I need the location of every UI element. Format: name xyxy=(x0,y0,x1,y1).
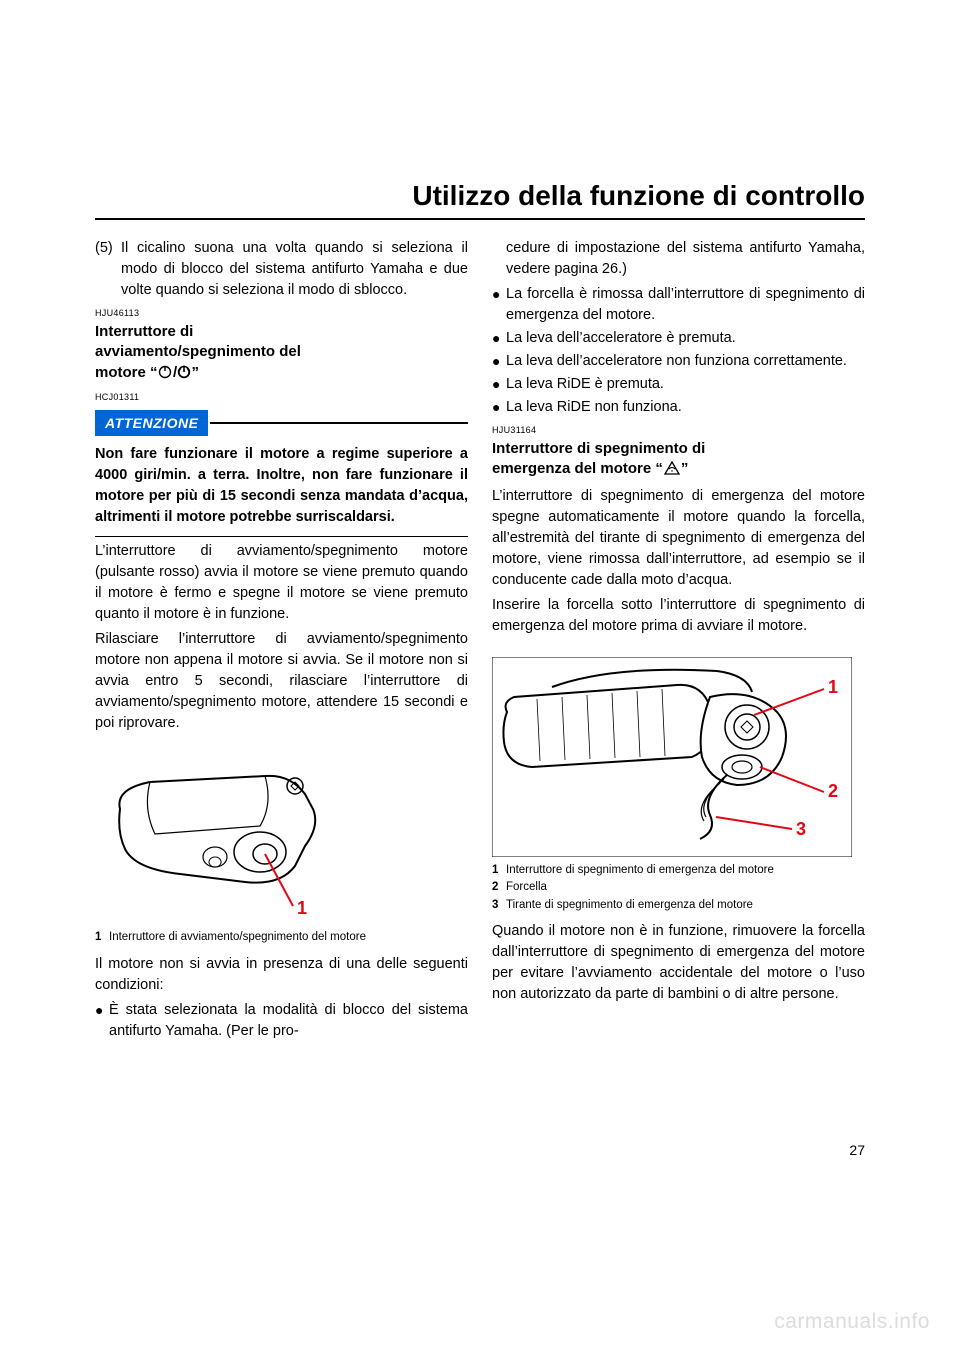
caption-number: 1 xyxy=(95,930,109,946)
bullet-continuation: cedure di impostazione del sistema antif… xyxy=(492,238,865,280)
svg-text:2: 2 xyxy=(828,781,838,801)
start-stop-icon: / xyxy=(158,365,192,385)
svg-text:/: / xyxy=(173,365,178,379)
caption-number: 1 xyxy=(492,863,506,879)
body-paragraph: L’interruttore di avviamento/spegnimento… xyxy=(95,541,468,625)
bullet-item: ● È stata selezionata la modalità di blo… xyxy=(95,1000,468,1042)
emergency-stop-icon xyxy=(663,461,681,481)
bullet-text: La forcella è rimossa dall’interruttore … xyxy=(506,284,865,326)
section-heading-emergency-stop: Interruttore di spegnimento di emergenza… xyxy=(492,439,865,482)
bullet-item: ● La leva RiDE è premuta. xyxy=(492,374,865,395)
figure-emergency-switch: 1 2 3 xyxy=(492,657,865,857)
ref-code: HJU31164 xyxy=(492,424,865,437)
bullet-item: ● La forcella è rimossa dall’interruttor… xyxy=(492,284,865,326)
heading-line-2: avviamento/spegnimento del xyxy=(95,343,301,360)
warning-paragraph: Non fare funzionare il motore a regime s… xyxy=(95,444,468,537)
attention-box: ATTENZIONE xyxy=(95,410,208,436)
body-paragraph: Quando il motore non è in funzione, rimu… xyxy=(492,921,865,1005)
heading-line-1: Interruttore di spegnimento di xyxy=(492,440,705,457)
caption-text: Forcella xyxy=(506,880,865,896)
figure-caption: 1 Interruttore di spegnimento di emergen… xyxy=(492,863,865,879)
list-item-text: Il cicalino suona una volta quando si se… xyxy=(121,238,468,301)
left-column: (5) Il cicalino suona una volta quando s… xyxy=(95,238,468,1044)
heading-line-1: Interruttore di xyxy=(95,323,193,340)
right-column: cedure di impostazione del sistema antif… xyxy=(492,238,865,1044)
page-title: Utilizzo della funzione di controllo xyxy=(95,180,865,220)
figure-caption: 3 Tirante di spegnimento di emergenza de… xyxy=(492,898,865,914)
bullet-dot: ● xyxy=(492,328,506,349)
section-heading-start-stop: Interruttore di avviamento/spegnimento d… xyxy=(95,322,468,385)
bullet-item: ● La leva RiDE non funziona. xyxy=(492,397,865,418)
caption-number: 2 xyxy=(492,880,506,896)
figure-caption: 1 Interruttore di avviamento/spegnimento… xyxy=(95,930,468,946)
heading-line-3b: ” xyxy=(192,364,200,381)
bullet-text: La leva dell’acceleratore non funziona c… xyxy=(506,351,865,372)
ref-code: HJU46113 xyxy=(95,307,468,320)
bullet-dot: ● xyxy=(95,1000,109,1042)
figure-caption: 2 Forcella xyxy=(492,880,865,896)
body-paragraph: Il motore non si avvia in presenza di un… xyxy=(95,954,468,996)
bullet-text: La leva dell’acceleratore è premuta. xyxy=(506,328,865,349)
bullet-dot: ● xyxy=(492,397,506,418)
list-item-number: (5) xyxy=(95,238,121,301)
list-item-5: (5) Il cicalino suona una volta quando s… xyxy=(95,238,468,301)
caption-text: Interruttore di avviamento/spegnimento d… xyxy=(109,930,468,946)
svg-text:3: 3 xyxy=(796,819,806,839)
attention-rule xyxy=(210,422,468,424)
caption-text: Tirante di spegnimento di emergenza del … xyxy=(506,898,865,914)
heading-line-2b: ” xyxy=(681,460,689,477)
caption-text: Interruttore di spegnimento di emergenza… xyxy=(506,863,865,879)
ref-code: HCJ01311 xyxy=(95,391,468,404)
bullet-text: La leva RiDE non funziona. xyxy=(506,397,865,418)
bullet-text: È stata selezionata la modalità di blocc… xyxy=(109,1000,468,1042)
bullet-dot: ● xyxy=(492,374,506,395)
page-number: 27 xyxy=(849,1142,865,1158)
bullet-item: ● La leva dell’acceleratore non funziona… xyxy=(492,351,865,372)
figure-label-1: 1 xyxy=(297,898,307,918)
heading-line-2a: emergenza del motore “ xyxy=(492,460,663,477)
caption-number: 3 xyxy=(492,898,506,914)
bullet-item: ● La leva dell’acceleratore è premuta. xyxy=(492,328,865,349)
bullet-dot: ● xyxy=(492,284,506,326)
watermark: carmanuals.info xyxy=(774,1310,930,1334)
body-paragraph: Rilasciare l’interruttore di avviamento/… xyxy=(95,629,468,734)
bullet-text: La leva RiDE è premuta. xyxy=(506,374,865,395)
heading-line-3a: motore “ xyxy=(95,364,158,381)
two-column-layout: (5) Il cicalino suona una volta quando s… xyxy=(95,238,865,1044)
body-paragraph: L’interruttore di spegnimento di emergen… xyxy=(492,486,865,591)
attention-label: ATTENZIONE xyxy=(95,410,468,436)
svg-text:1: 1 xyxy=(828,677,838,697)
bullet-dot: ● xyxy=(492,351,506,372)
figure-start-stop-switch: 1 xyxy=(95,754,468,924)
body-paragraph: Inserire la forcella sotto l’interruttor… xyxy=(492,595,865,637)
